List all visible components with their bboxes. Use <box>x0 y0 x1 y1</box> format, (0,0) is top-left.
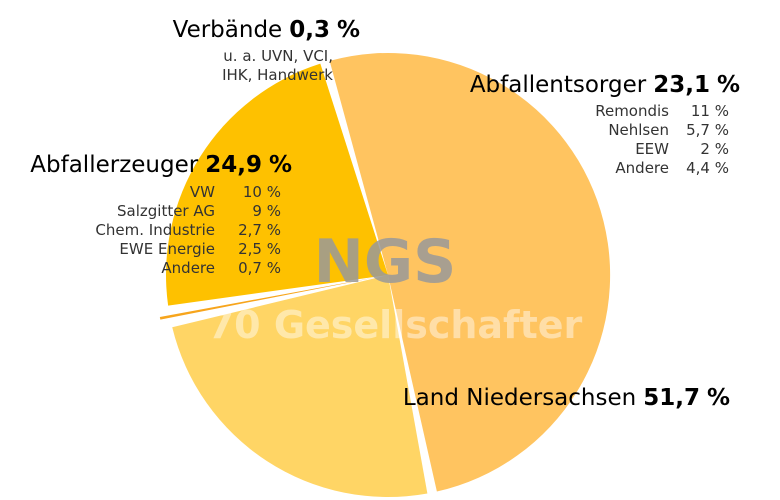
breakdown-value: 9 % <box>252 202 281 220</box>
breakdown-name: Nehlsen <box>608 121 669 139</box>
label-verbaende: Verbände 0,3% <box>173 17 360 43</box>
label-entsorger: Abfallentsorger 23,1% <box>470 72 740 98</box>
breakdown-name: Chem. Industrie <box>95 221 215 239</box>
pie-slice-verbaende <box>159 276 379 320</box>
breakdown-value: 11 % <box>691 102 729 120</box>
label-erzeuger: Abfallerzeuger 24,9% <box>30 152 292 178</box>
breakdown-value: 10 % <box>243 183 281 201</box>
breakdown-value: 5,7 % <box>686 121 729 139</box>
breakdown-erzeuger: VW 10 % Salzgitter AG 9 % Chem. Industrie 2,7… <box>95 183 281 277</box>
breakdown-value: 4,4 % <box>686 159 729 177</box>
breakdown-entsorger: Remondis 11 % Nehlsen 5,7 % EEW 2 % Andere 4,4 … <box>595 102 729 177</box>
breakdown-name: EWE Energie <box>119 240 215 258</box>
watermark-ngs: NGS <box>314 227 457 297</box>
breakdown-value: 2,7 % <box>238 221 281 239</box>
breakdown-name: EEW <box>635 140 669 158</box>
watermark-gesellschafter: 70 Gesellschafter <box>208 303 583 347</box>
pie-slice-entsorger <box>166 63 388 306</box>
pie-slice-erzeuger <box>172 275 428 498</box>
breakdown-value: 2,5 % <box>238 240 281 258</box>
breakdown-value: 2 % <box>700 140 729 158</box>
breakdown-name: Andere <box>615 159 669 177</box>
note-verbaende-2: IHK, Handwerk <box>222 66 333 84</box>
label-land: Land Niedersachsen 51,7% <box>403 385 730 411</box>
pie-slice-land <box>329 52 611 492</box>
pie-slices <box>159 52 611 498</box>
note-verbaende-1: u. a. UVN, VCI, <box>223 47 333 65</box>
breakdown-name: Andere <box>161 259 215 277</box>
breakdown-name: VW <box>190 183 215 201</box>
breakdown-value: 0,7 % <box>238 259 281 277</box>
breakdown-name: Remondis <box>595 102 669 120</box>
breakdown-name: Salzgitter AG <box>117 202 215 220</box>
